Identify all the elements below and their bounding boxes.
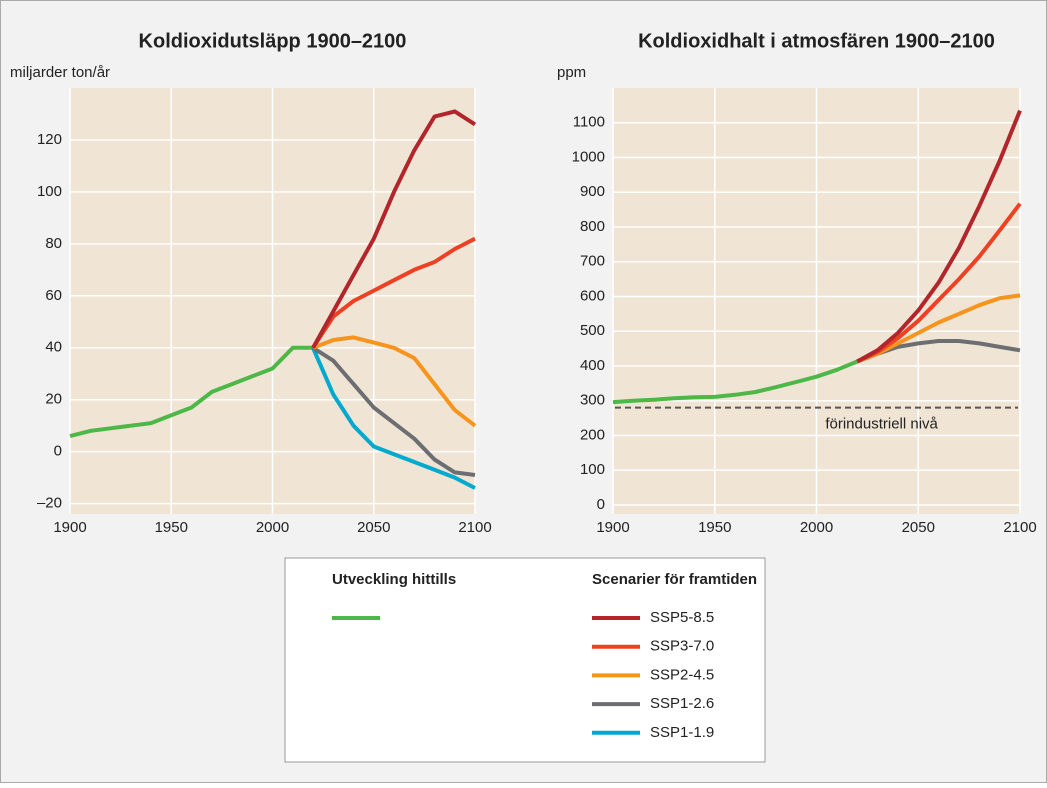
series-line: [311, 109, 477, 349]
y-tick-label: 400: [580, 357, 605, 374]
y-tick-label: 0: [54, 443, 62, 460]
y-axis-label: ppm: [557, 64, 586, 81]
series-line: [856, 109, 1022, 364]
annotation: förindustriell nivå: [825, 416, 938, 433]
y-tick-label: 100: [37, 183, 62, 200]
y-tick-label: 200: [580, 426, 605, 443]
y-tick-label: 900: [580, 183, 605, 200]
legend-label: SSP1-1.9: [650, 724, 714, 741]
y-tick-label: 120: [37, 131, 62, 148]
y-tick-label: 40: [45, 339, 62, 356]
legend-label: SSP3-7.0: [650, 638, 714, 655]
series-line: [311, 346, 476, 477]
y-tick-label: –20: [37, 495, 62, 512]
x-tick-label: 2100: [1003, 519, 1036, 536]
x-tick-label: 1900: [596, 519, 629, 536]
chart-title: Koldioxidutsläpp 1900–2100: [139, 30, 407, 52]
series-line: [69, 345, 313, 439]
y-axis-label: miljarder ton/år: [10, 64, 110, 81]
legend-title: Utveckling hittills: [332, 571, 456, 588]
y-tick-label: 300: [580, 392, 605, 409]
x-tick-label: 2100: [458, 519, 491, 536]
y-tick-label: 20: [45, 391, 62, 408]
legend-title: Scenarier för framtiden: [592, 571, 757, 588]
y-tick-label: 0: [597, 496, 605, 513]
series-line: [312, 335, 477, 428]
x-tick-label: 1900: [53, 519, 86, 536]
y-tick-label: 600: [580, 287, 605, 304]
legend-label: SSP1-2.6: [650, 695, 714, 712]
y-tick-label: 800: [580, 218, 605, 235]
y-tick-label: 500: [580, 322, 605, 339]
y-tick-label: 60: [45, 287, 62, 304]
x-tick-label: 2000: [256, 519, 289, 536]
x-tick-label: 1950: [155, 519, 188, 536]
series-line: [311, 236, 476, 349]
y-tick-label: 100: [580, 461, 605, 478]
series-line: [311, 347, 476, 490]
series-line: [856, 202, 1022, 364]
x-tick-label: 2000: [800, 519, 833, 536]
y-tick-label: 700: [580, 253, 605, 270]
chart-title: Koldioxidhalt i atmosfären 1900–2100: [638, 30, 995, 52]
x-tick-label: 1950: [698, 519, 731, 536]
series-line: [856, 293, 1021, 364]
y-tick-label: 80: [45, 235, 62, 252]
legend-label: SSP5-8.5: [650, 609, 714, 626]
legend-label: SSP2-4.5: [650, 666, 714, 683]
x-tick-label: 2050: [357, 519, 390, 536]
y-tick-label: 1100: [573, 114, 605, 131]
y-tick-label: 1000: [572, 148, 605, 165]
x-tick-label: 2050: [902, 519, 935, 536]
legend-box: [284, 557, 766, 763]
series-line: [612, 359, 858, 405]
